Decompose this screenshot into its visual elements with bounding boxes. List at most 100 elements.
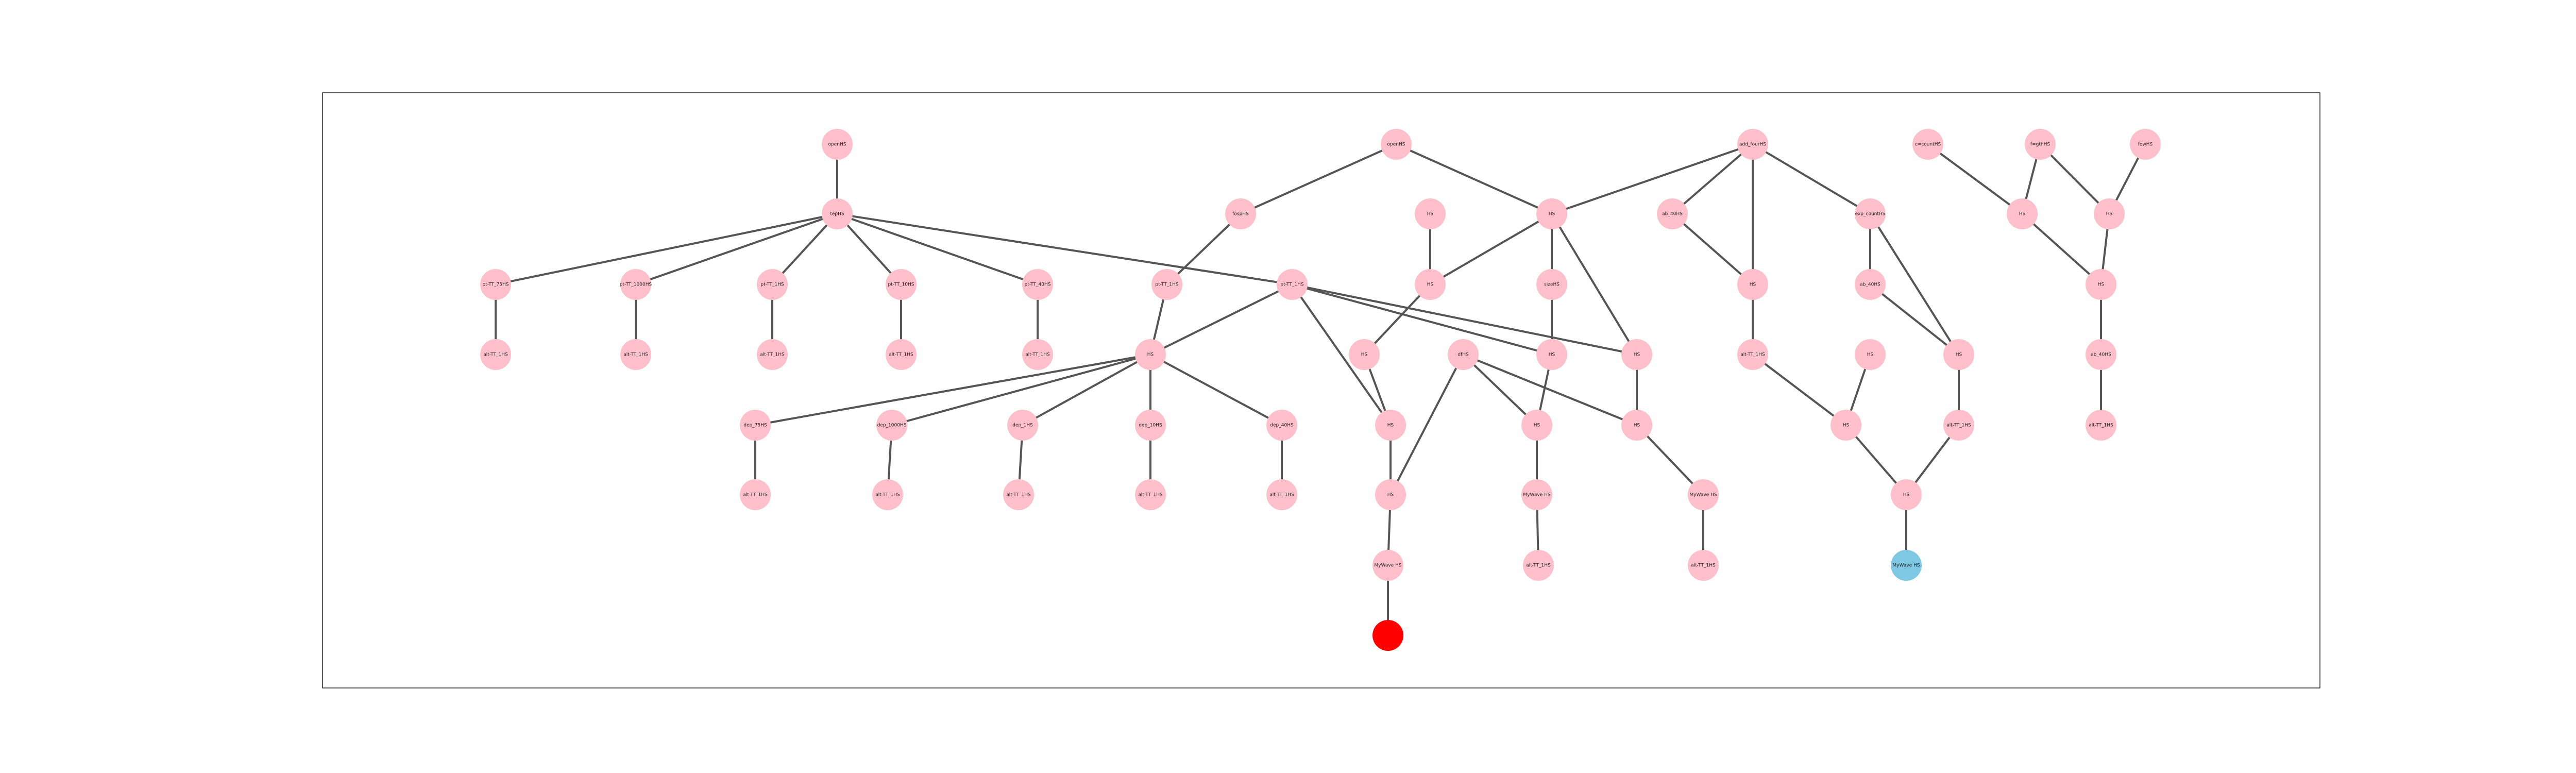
node-label: alt-TT_1HS	[760, 352, 785, 358]
node-circle	[1225, 198, 1256, 229]
graph-node: alt-TT_1HS	[872, 479, 903, 510]
graph-node: alt-TT_1HS	[757, 339, 788, 370]
node-label: exp_countHS	[1855, 212, 1886, 217]
node-label: pt-TT_1HS	[1155, 282, 1178, 288]
node-circle	[2086, 339, 2116, 370]
node-label: ab_40HS	[1662, 212, 1683, 217]
node-circle	[757, 269, 788, 300]
node-circle	[2025, 129, 2056, 160]
graph-node: alt-TT_1HS	[1737, 339, 1768, 370]
graph-node: ab_40HS	[1855, 269, 1886, 300]
node-label: HS	[1549, 352, 1555, 358]
graph-node: sizeHS	[1536, 269, 1567, 300]
node-label: ab_40HS	[1860, 282, 1880, 288]
node-label: HS	[1903, 493, 1910, 498]
node-circle	[1415, 269, 1446, 300]
node-label: HS	[1534, 423, 1540, 428]
graph-node: HS	[1831, 410, 1861, 441]
graph-node: HS	[1621, 410, 1652, 441]
node-circle	[1135, 479, 1166, 510]
graph-node: HS	[1375, 479, 1406, 510]
node-circle	[1523, 550, 1554, 581]
graph-node: HS	[2094, 198, 2125, 229]
node-label: alt-TT_1HS	[1025, 352, 1050, 358]
node-circle	[2130, 129, 2161, 160]
node-circle	[1688, 479, 1719, 510]
graph-node: HS	[2086, 269, 2116, 300]
node-label: HS	[1867, 352, 1874, 358]
graph-node: f=gthHS	[2025, 129, 2056, 160]
node-circle	[1003, 479, 1034, 510]
node-label: dep_40HS	[1270, 423, 1294, 428]
edge-n2-n6	[836, 213, 902, 285]
node-circle	[822, 129, 853, 160]
graph-node: HS	[1415, 198, 1446, 229]
node-label: openHS	[1387, 142, 1405, 147]
node-label: dep_10HS	[1139, 423, 1162, 428]
graph-node: alt-TT_1HS	[620, 339, 651, 370]
graph-node: add_fourHS	[1737, 129, 1768, 160]
node-label: MyWave HS	[1892, 563, 1920, 568]
graph-node: HS	[2007, 198, 2038, 229]
node-circle	[1375, 479, 1406, 510]
graph-node: alt-TT_1HS	[480, 339, 511, 370]
edge-n43-n44	[1636, 424, 1704, 496]
graph-node: dep_75HS	[740, 410, 771, 441]
node-layer: openHS tepHS pt-TT_75HS pt-TT_1000HS pt-TT_1…	[480, 129, 2161, 651]
graph-node: HS	[1855, 339, 1886, 370]
graph-node: dep_10HS	[1135, 410, 1166, 441]
edge-n59-n62	[1927, 143, 2023, 215]
node-circle	[740, 479, 771, 510]
graph-node: ab_40HS	[1657, 198, 1688, 229]
edge-n62-n64	[2021, 213, 2102, 285]
edge-n13-n14	[1240, 143, 1397, 215]
node-label: alt-TT_1HS	[889, 352, 913, 358]
node-circle	[1737, 339, 1768, 370]
node-circle	[1855, 339, 1886, 370]
node-circle	[620, 339, 651, 370]
graph-node: alt-TT_1HS	[886, 339, 917, 370]
node-circle	[1943, 410, 1974, 441]
node-label: pt-TT_75HS	[483, 282, 509, 288]
graph-node: pt-TT_1HS	[1151, 269, 1182, 300]
graph-node: tepHS	[822, 198, 853, 229]
edge-n16-n36	[1292, 283, 1637, 356]
plot-frame	[322, 92, 2320, 688]
node-circle	[1912, 129, 1943, 160]
graph-node: HS	[1536, 198, 1567, 229]
node-circle	[2094, 198, 2125, 229]
graph-node: fospHS	[1225, 198, 1256, 229]
node-label: dep_75HS	[743, 423, 767, 428]
node-label: sizeHS	[1544, 282, 1560, 288]
node-circle	[876, 410, 907, 441]
graph-node: ab_40HS	[2086, 339, 2116, 370]
node-circle	[1891, 550, 1922, 581]
node-circle	[2086, 410, 2116, 441]
edge-n2-n4	[635, 213, 838, 285]
node-label: HS	[1549, 212, 1555, 217]
node-label: pt-TT_1HS	[760, 282, 784, 288]
node-label: pt-TT_1HS	[1280, 282, 1303, 288]
node-label: add_fourHS	[1739, 142, 1766, 147]
edge-n48-n49	[1671, 213, 1754, 285]
node-circle	[1536, 198, 1567, 229]
node-circle	[1151, 269, 1182, 300]
node-circle	[740, 410, 771, 441]
node-label: HS	[1427, 212, 1434, 217]
node-circle	[1688, 550, 1719, 581]
graph-node: dep_40HS	[1266, 410, 1297, 441]
node-circle	[1022, 269, 1053, 300]
node-label: HS	[1427, 282, 1434, 288]
graph-node: alt-TT_1HS	[1943, 410, 1974, 441]
graph-node: openHS	[822, 129, 853, 160]
node-label: ab_40HS	[2091, 352, 2111, 358]
node-circle	[757, 339, 788, 370]
node-label: alt-TT_1HS	[743, 493, 768, 498]
node-circle	[1022, 339, 1053, 370]
graph-node: alt-TT_1HS	[2086, 410, 2116, 441]
node-circle	[2086, 269, 2116, 300]
node-label: HS	[2019, 212, 2026, 217]
node-circle	[1007, 410, 1038, 441]
node-label: HS	[1387, 493, 1394, 498]
node-label: fowHS	[2138, 142, 2153, 147]
